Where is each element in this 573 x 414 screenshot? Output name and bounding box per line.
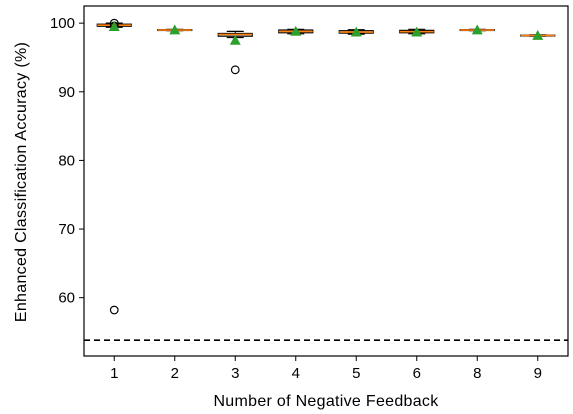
- box-9: [520, 30, 556, 40]
- x-tick-label: 2: [171, 365, 179, 382]
- y-tick-label: 100: [50, 15, 75, 32]
- x-tick-label: 5: [352, 365, 360, 382]
- box-8: [459, 24, 495, 35]
- box-3: [217, 30, 253, 75]
- plot-frame: [83, 5, 569, 357]
- x-axis-label: Number of Negative Feedback: [213, 393, 439, 410]
- x-tick-label: 6: [413, 365, 421, 382]
- x-axis: 1 2 3 4 5 6 8 9: [110, 356, 542, 382]
- x-tick-label: 3: [231, 365, 239, 382]
- x-tick-label: 4: [292, 365, 300, 382]
- outlier-point: [230, 65, 240, 75]
- box-series: [96, 18, 556, 315]
- x-tick-label: 9: [534, 365, 542, 382]
- box-4: [278, 25, 314, 36]
- box-2: [157, 24, 193, 35]
- mean-marker: [229, 34, 241, 45]
- x-tick-label: 8: [473, 365, 481, 382]
- y-tick-label: 90: [58, 84, 75, 101]
- mean-marker: [169, 24, 181, 35]
- y-axis: 60 70 80 90 100: [50, 15, 84, 307]
- mean-marker: [471, 24, 483, 35]
- mean-marker: [411, 26, 423, 37]
- y-tick-label: 70: [58, 221, 75, 238]
- y-tick-label: 80: [58, 152, 75, 169]
- mean-marker: [350, 26, 362, 37]
- y-axis-label: Enhanced Classification Accuracy (%): [13, 42, 30, 322]
- mean-marker: [290, 25, 302, 36]
- outlier-point: [109, 305, 119, 315]
- box-1: [96, 18, 132, 315]
- mean-marker: [532, 30, 544, 40]
- mean-marker: [108, 21, 120, 31]
- box-5: [338, 26, 374, 37]
- box-6: [399, 26, 435, 37]
- y-tick-label: 60: [58, 290, 75, 307]
- x-tick-label: 1: [110, 365, 118, 382]
